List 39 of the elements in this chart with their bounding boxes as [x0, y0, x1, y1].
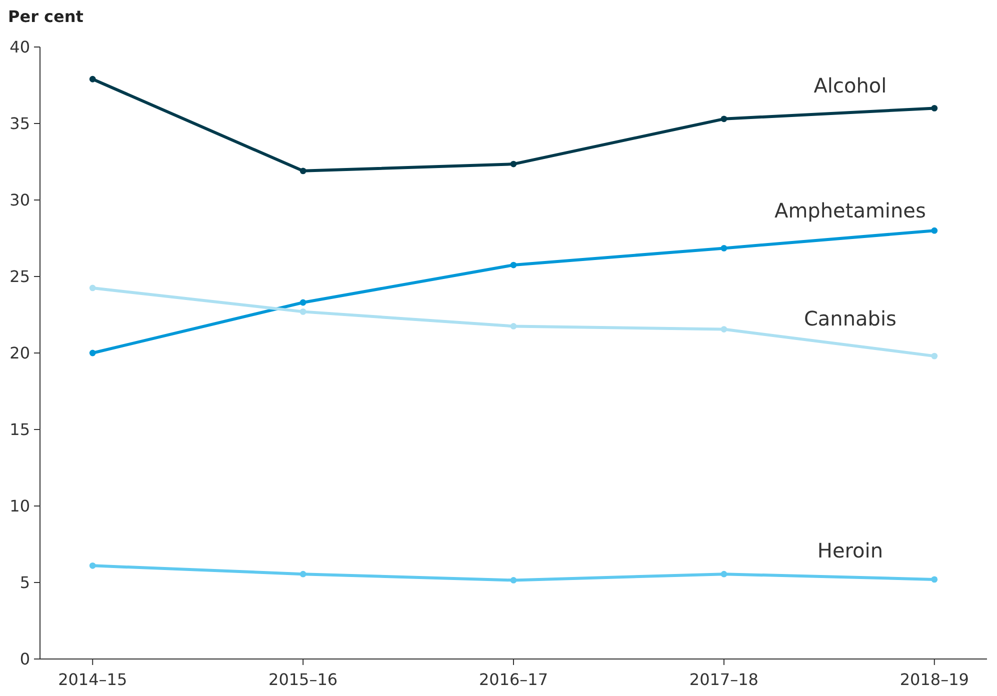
- y-tick-label: 30: [10, 190, 30, 210]
- point: [931, 352, 938, 360]
- y-tick-label: 20: [10, 344, 30, 363]
- point: [89, 76, 96, 82]
- point: [720, 570, 728, 578]
- y-tick-label: 40: [10, 38, 30, 57]
- y-tick-label: 5: [20, 573, 30, 592]
- point: [300, 308, 306, 315]
- point: [931, 105, 938, 112]
- point: [931, 576, 938, 583]
- point: [300, 168, 306, 174]
- point: [89, 284, 96, 292]
- point: [510, 577, 517, 584]
- y-tick-label: 0: [20, 650, 30, 669]
- x-tick-label: 2016–17: [478, 670, 548, 689]
- y-tick-label: 15: [10, 420, 30, 440]
- point: [510, 323, 517, 330]
- point: [89, 562, 96, 569]
- point: [720, 244, 728, 252]
- series-label: Cannabis: [804, 306, 896, 330]
- point: [510, 160, 517, 168]
- point: [720, 116, 728, 122]
- point: [510, 262, 517, 268]
- x-tick-label: 2017–18: [689, 670, 758, 689]
- point: [89, 350, 96, 356]
- point: [300, 570, 306, 578]
- y-tick-label: 25: [10, 267, 30, 286]
- y-axis-title: Per cent: [8, 7, 84, 26]
- y-tick-label: 10: [10, 496, 30, 516]
- x-tick-label: 2015–16: [268, 670, 338, 689]
- series-label: Alcohol: [814, 73, 887, 98]
- series-label: Heroin: [817, 538, 884, 562]
- point: [720, 326, 728, 332]
- point: [931, 227, 938, 234]
- point: [300, 299, 306, 306]
- x-tick-label: 2014–15: [58, 670, 128, 689]
- x-tick-label: 2018–19: [900, 670, 969, 689]
- series-label: Amphetamines: [774, 198, 926, 223]
- y-tick-label: 35: [10, 114, 30, 134]
